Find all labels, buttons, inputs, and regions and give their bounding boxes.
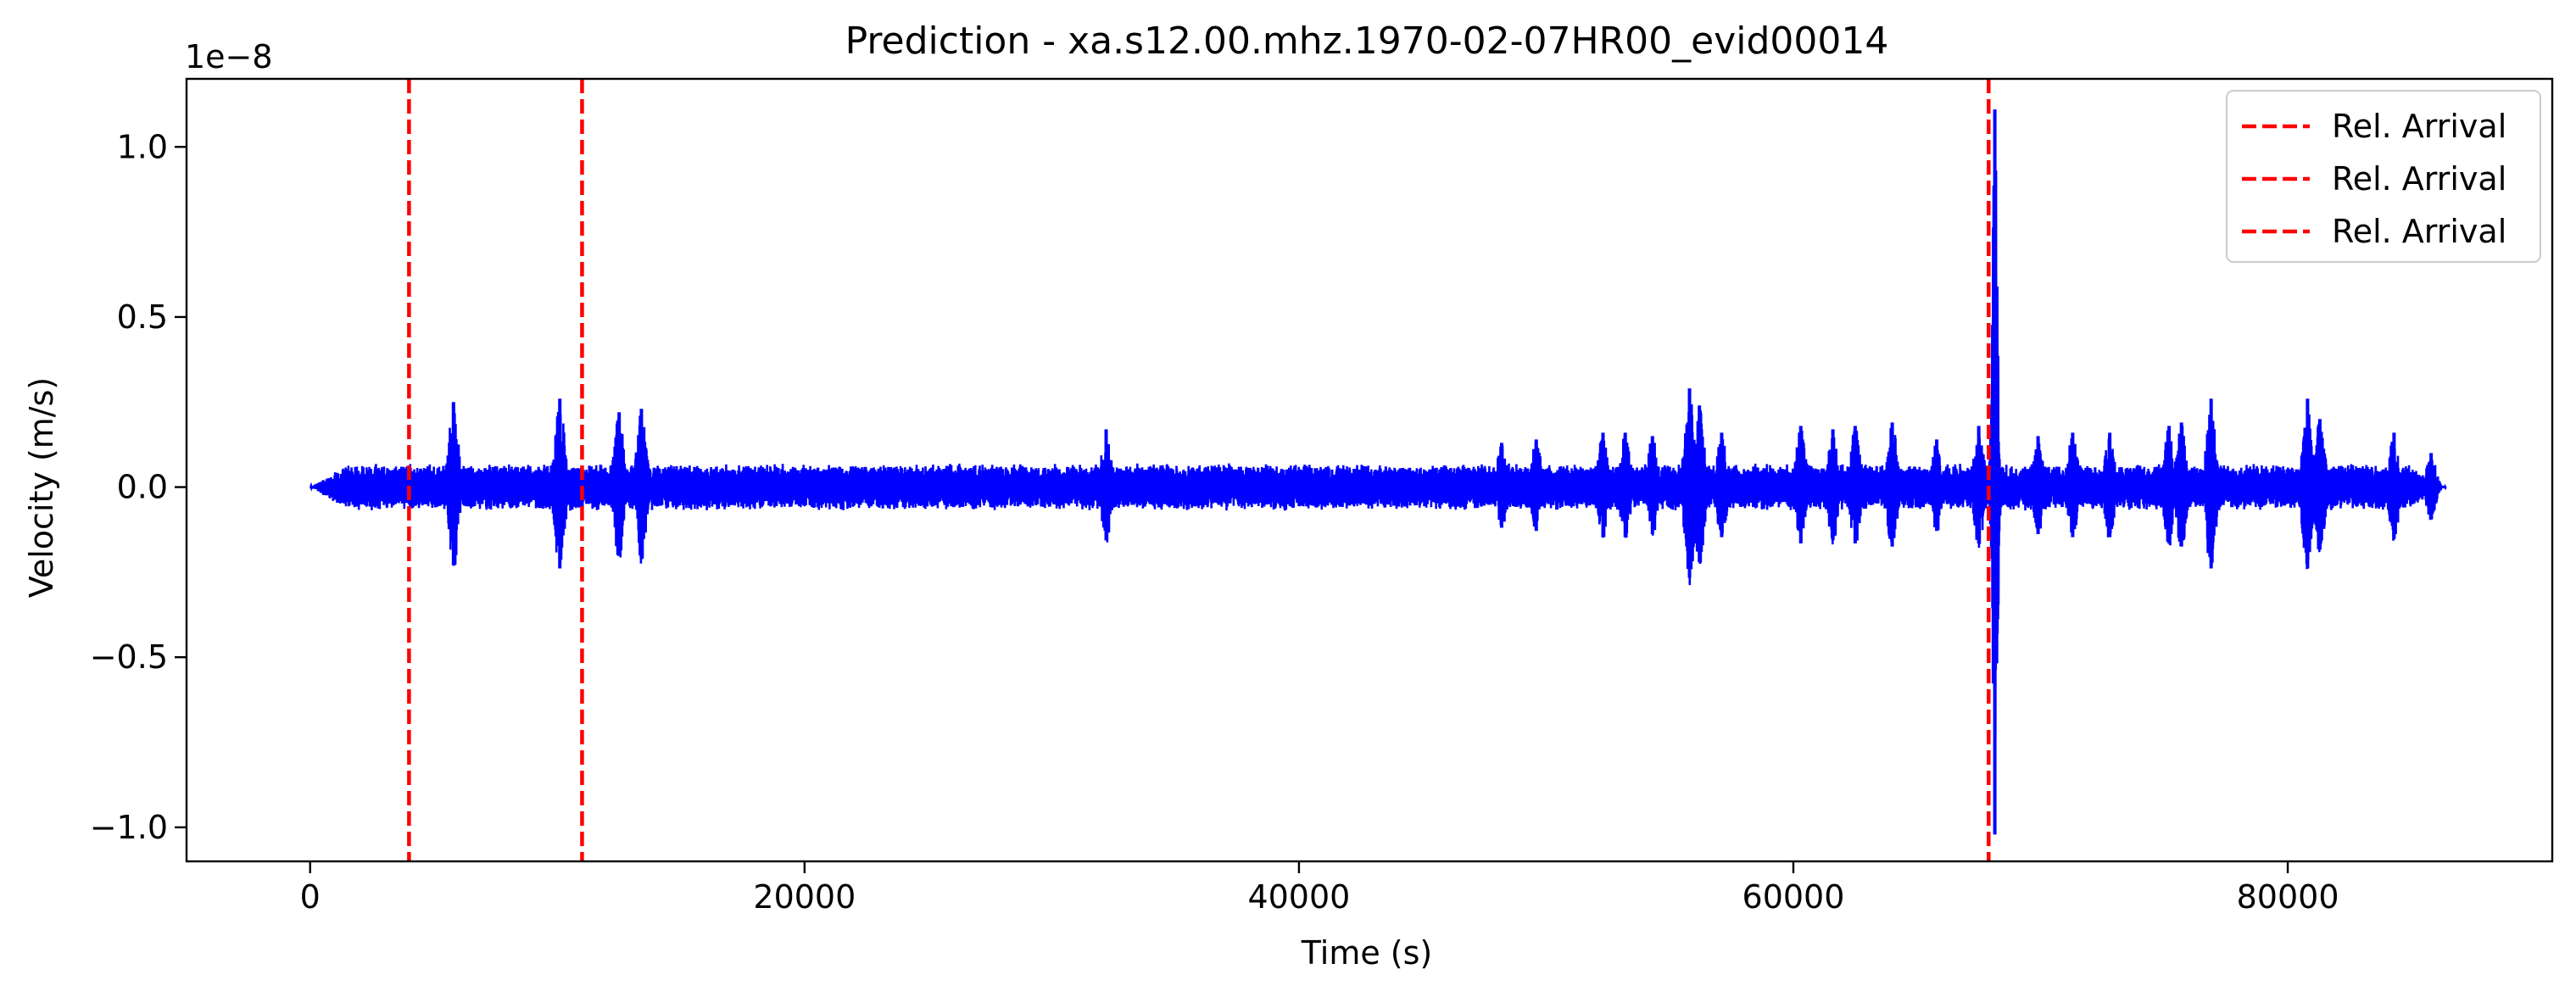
chart-title: Prediction - xa.s12.00.mhz.1970-02-07HR0… <box>845 19 1889 63</box>
y-axis-offset-label: 1e−8 <box>185 38 273 75</box>
legend-label: Rel. Arrival <box>2332 160 2506 198</box>
x-tick-label: 60000 <box>1742 878 1845 916</box>
x-tick-label: 20000 <box>753 878 856 916</box>
y-tick-label: 0.5 <box>117 298 168 336</box>
seismic-trace <box>309 109 2447 835</box>
x-axis: 0 20000 40000 60000 80000 <box>300 861 2339 916</box>
trace-line <box>309 170 2447 738</box>
y-axis-label: Velocity (m/s) <box>23 377 60 598</box>
legend-label: Rel. Arrival <box>2332 108 2506 145</box>
legend-box <box>2226 90 2541 263</box>
y-axis: −1.0 −0.5 0.0 0.5 1.0 <box>90 128 187 846</box>
y-tick-label: 1.0 <box>117 128 168 165</box>
x-axis-label: Time (s) <box>1301 934 1433 972</box>
y-tick-label: −0.5 <box>90 638 168 676</box>
x-tick-label: 80000 <box>2237 878 2339 916</box>
legend-label: Rel. Arrival <box>2332 213 2506 250</box>
legend: Rel. Arrival Rel. Arrival Rel. Arrival <box>2226 90 2541 263</box>
y-tick-label: −1.0 <box>90 809 168 846</box>
x-tick-label: 0 <box>300 878 321 916</box>
arrival-lines <box>407 79 1991 861</box>
plot-frame <box>185 77 2554 863</box>
x-tick-label: 40000 <box>1247 878 1350 916</box>
y-tick-label: 0.0 <box>117 469 168 506</box>
